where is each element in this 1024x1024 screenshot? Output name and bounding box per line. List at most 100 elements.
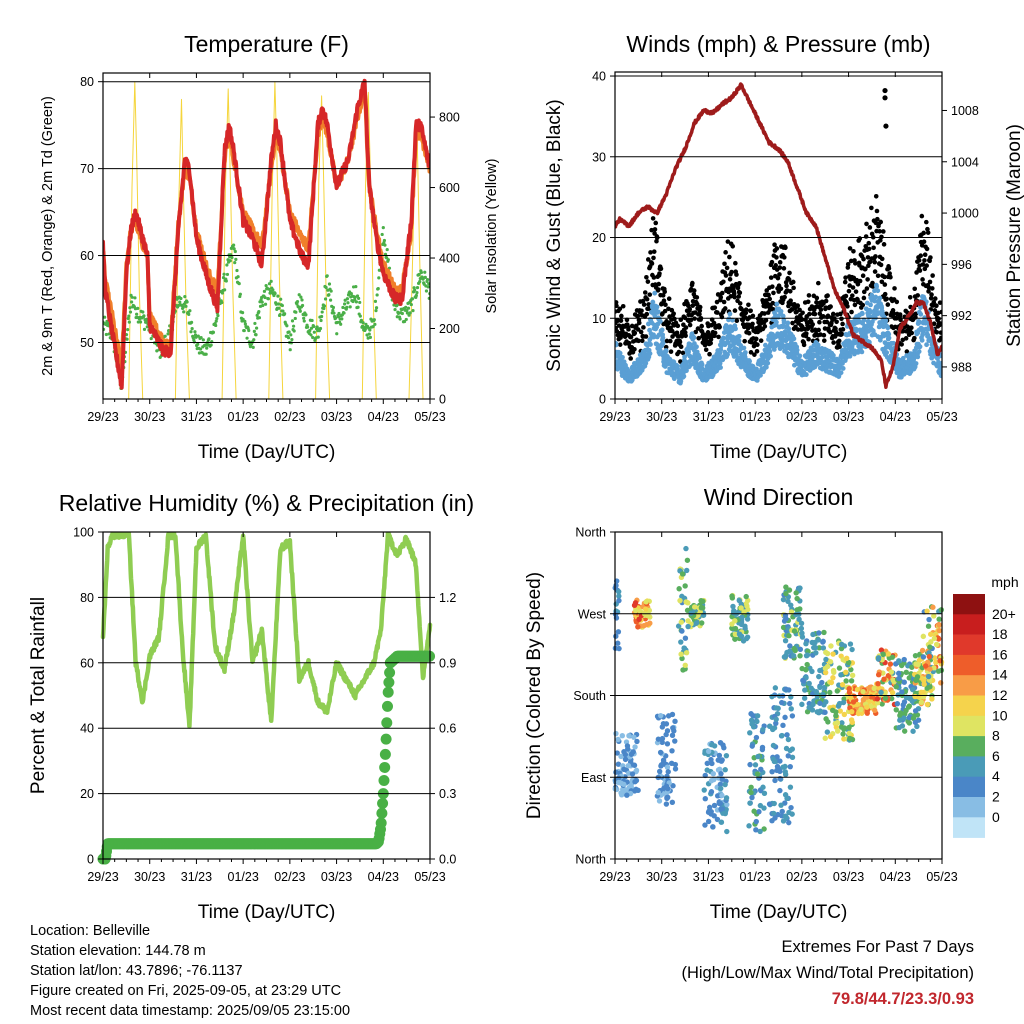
- gust-point: [717, 324, 722, 330]
- legend-label: 4: [992, 768, 1000, 784]
- x-tick-label: 01/23: [740, 410, 771, 424]
- dewpoint-point: [225, 263, 229, 267]
- gust-point: [825, 293, 830, 298]
- direction-point: [875, 655, 882, 661]
- gust-point: [805, 299, 811, 305]
- direction-point: [936, 616, 942, 622]
- dewpoint-point: [255, 313, 259, 317]
- gust-point: [652, 227, 658, 232]
- dewpoint-point: [415, 291, 419, 295]
- direction-point: [779, 732, 785, 739]
- direction-point: [642, 606, 649, 612]
- dewpoint-point: [257, 309, 261, 314]
- y2-tick-label: 988: [951, 360, 972, 374]
- dewpoint-point: [406, 306, 411, 310]
- gust-point: [853, 289, 859, 294]
- gust-point: [675, 323, 681, 329]
- gust-point: [804, 331, 809, 336]
- gust-point: [777, 265, 783, 270]
- gust-point: [924, 219, 929, 225]
- dewpoint-point: [184, 304, 188, 308]
- gust-point: [912, 286, 918, 292]
- direction-point: [799, 630, 805, 636]
- gust-point: [786, 277, 792, 282]
- direction-point: [875, 681, 881, 687]
- direction-point: [921, 677, 927, 684]
- direction-point: [793, 590, 799, 596]
- wind-point: [620, 354, 625, 360]
- gust-point: [755, 342, 760, 348]
- dewpoint-point: [404, 305, 408, 309]
- dewpoint-point: [254, 326, 259, 330]
- direction-point: [896, 675, 902, 682]
- gust-point: [860, 273, 866, 279]
- direction-point: [702, 796, 708, 802]
- gust-point: [857, 236, 863, 241]
- precip-point: [378, 775, 390, 787]
- gust-point: [875, 273, 881, 279]
- dewpoint-point: [312, 330, 316, 334]
- gust-point: [642, 290, 648, 295]
- gust-point: [879, 256, 885, 262]
- direction-point: [683, 649, 690, 656]
- direction-point: [692, 604, 698, 610]
- elevation-text: Station elevation: 144.78 m: [30, 943, 206, 959]
- gust-point: [636, 338, 641, 344]
- gust-point: [649, 261, 655, 266]
- gust-point: [645, 257, 651, 262]
- dewpoint-point: [243, 319, 247, 323]
- dewpoint-point: [418, 280, 422, 284]
- direction-point: [722, 767, 728, 773]
- gust-point: [783, 245, 788, 251]
- dewpoint-point: [355, 294, 360, 298]
- direction-point: [847, 735, 853, 742]
- direction-point: [778, 699, 785, 706]
- y-tick-label: 10: [592, 312, 606, 326]
- gust-point: [873, 193, 879, 199]
- gust-point: [801, 342, 807, 348]
- precip-point: [381, 700, 393, 712]
- gust-point: [617, 342, 623, 347]
- dewpoint-point: [128, 310, 133, 314]
- dewpoint-point: [128, 306, 132, 310]
- gust-point: [790, 320, 795, 326]
- dewpoint-point: [230, 255, 234, 260]
- legend-swatch: [953, 797, 985, 818]
- gust-point: [922, 252, 928, 258]
- direction-point: [618, 792, 625, 798]
- direction-point: [823, 699, 829, 705]
- direction-point: [747, 800, 753, 806]
- gust-point: [795, 327, 801, 332]
- gust-point: [918, 253, 923, 259]
- direction-point: [748, 784, 754, 791]
- dewpoint-point: [398, 317, 402, 321]
- wind-point: [885, 325, 891, 331]
- gust-point: [822, 326, 828, 331]
- extremes-summary: Extremes For Past 7 Days (High/Low/Max W…: [681, 934, 974, 1012]
- direction-point: [787, 763, 793, 770]
- gust-point: [618, 318, 624, 323]
- direction-point: [797, 585, 803, 591]
- gust-point: [850, 293, 855, 298]
- x-tick-label: 30/23: [134, 870, 165, 884]
- gust-point: [928, 295, 934, 301]
- gust-point: [909, 325, 914, 331]
- precip-point: [384, 667, 396, 679]
- wind-point: [778, 308, 784, 314]
- gust-point: [875, 216, 880, 222]
- gust-point: [748, 350, 754, 355]
- direction-point: [816, 673, 822, 680]
- dewpoint-point: [251, 345, 255, 349]
- dewpoint-point: [264, 284, 268, 288]
- direction-point: [756, 809, 762, 815]
- direction-point: [806, 680, 812, 687]
- dewpoint-point: [329, 289, 333, 293]
- y-tick-label: North: [575, 526, 606, 540]
- gust-point: [899, 342, 904, 347]
- dewpoint-point: [405, 311, 409, 315]
- direction-point: [936, 622, 942, 628]
- dewpoint-point: [263, 302, 268, 306]
- gust-point: [937, 300, 942, 305]
- gust-point: [656, 281, 662, 287]
- legend-label: 18: [992, 626, 1008, 642]
